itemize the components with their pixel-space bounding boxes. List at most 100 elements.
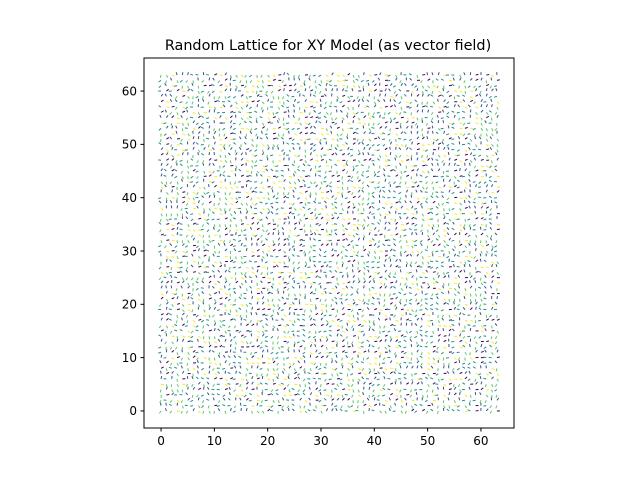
spin-arrow <box>384 338 387 342</box>
spin-arrow <box>440 265 444 268</box>
spin-arrow <box>171 125 174 129</box>
spin-arrow <box>457 303 460 307</box>
spin-arrow <box>325 74 329 78</box>
spin-arrow <box>454 361 458 364</box>
spin-arrow <box>356 288 359 292</box>
spin-arrow <box>366 265 370 268</box>
spin-arrow <box>251 222 255 225</box>
spin-arrow <box>277 312 279 316</box>
spin-arrow <box>302 378 306 382</box>
spin-arrow <box>224 217 228 220</box>
spin-arrow <box>328 281 332 284</box>
spin-arrow <box>160 313 164 316</box>
spin-arrow <box>379 218 382 222</box>
spin-arrow <box>230 318 234 321</box>
spin-arrow <box>419 202 423 206</box>
spin-arrow <box>425 186 429 190</box>
spin-arrow <box>341 394 344 398</box>
spin-arrow <box>176 399 180 403</box>
spin-arrow <box>288 365 292 369</box>
spin-arrow <box>313 238 316 241</box>
spin-arrow <box>217 328 221 332</box>
spin-arrow <box>427 282 430 286</box>
spin-arrow <box>318 117 322 120</box>
spin-arrow <box>431 157 434 161</box>
spin-arrow <box>272 195 276 198</box>
spin-arrow <box>328 185 332 188</box>
spin-arrow <box>404 181 407 185</box>
spin-arrow <box>395 207 399 211</box>
spin-arrow <box>491 170 495 173</box>
spin-arrow <box>245 237 247 241</box>
spin-arrow <box>372 112 375 116</box>
spin-arrow <box>307 207 311 211</box>
spin-arrow <box>310 105 314 108</box>
spin-arrow <box>187 397 191 401</box>
spin-arrow <box>468 170 471 174</box>
spin-arrow <box>421 186 425 190</box>
spin-arrow <box>158 85 162 88</box>
spin-arrow <box>233 325 237 329</box>
spin-arrow <box>318 367 322 370</box>
spin-arrow <box>190 405 194 407</box>
spin-arrow <box>456 179 460 183</box>
spin-arrow <box>169 243 173 247</box>
spin-arrow <box>494 301 498 305</box>
spin-arrow <box>302 313 306 316</box>
spin-arrow <box>342 345 346 348</box>
spin-arrow <box>198 345 202 348</box>
spin-arrow <box>315 355 319 359</box>
spin-arrow <box>374 335 378 338</box>
spin-arrow <box>203 249 207 252</box>
spin-arrow <box>406 382 410 385</box>
spin-arrow <box>201 400 205 404</box>
spin-arrow <box>395 133 399 136</box>
spin-arrow <box>201 291 205 294</box>
spin-arrow <box>203 384 205 388</box>
spin-arrow <box>280 382 284 385</box>
spin-arrow <box>319 141 322 145</box>
spin-arrow <box>371 126 375 129</box>
spin-arrow <box>192 408 195 412</box>
spin-arrow <box>265 168 269 172</box>
spin-arrow <box>419 403 423 407</box>
spin-arrow <box>421 381 423 385</box>
spin-arrow <box>493 250 498 253</box>
spin-arrow <box>303 109 306 113</box>
spin-arrow <box>491 133 494 137</box>
spin-arrow <box>352 142 356 145</box>
spin-arrow <box>312 377 316 380</box>
spin-arrow <box>166 371 170 375</box>
spin-arrow <box>464 376 468 380</box>
spin-arrow <box>491 248 494 252</box>
spin-arrow <box>261 410 265 414</box>
spin-arrow <box>286 94 290 97</box>
spin-arrow <box>344 393 348 396</box>
spin-arrow <box>197 240 199 244</box>
spin-arrow <box>286 405 290 409</box>
spin-arrow <box>383 264 386 268</box>
spin-arrow <box>491 104 493 108</box>
spin-arrow <box>483 259 487 263</box>
spin-arrow <box>249 320 253 323</box>
spin-arrow <box>267 357 271 360</box>
spin-arrow <box>458 322 461 326</box>
spin-arrow <box>224 248 228 252</box>
spin-arrow <box>340 202 343 206</box>
spin-arrow <box>208 306 212 310</box>
spin-arrow <box>219 319 223 323</box>
spin-arrow <box>347 397 351 401</box>
spin-arrow <box>379 72 382 76</box>
spin-arrow <box>201 115 204 119</box>
spin-arrow <box>376 111 380 114</box>
spin-arrow <box>158 105 162 108</box>
spin-arrow <box>203 146 206 150</box>
spin-arrow <box>339 378 343 381</box>
spin-arrow <box>272 116 276 119</box>
spin-arrow <box>456 186 460 189</box>
spin-arrow <box>334 314 338 318</box>
spin-arrow <box>230 277 234 279</box>
spin-arrow <box>202 98 205 102</box>
spin-arrow <box>219 74 223 77</box>
spin-arrow <box>171 158 175 161</box>
